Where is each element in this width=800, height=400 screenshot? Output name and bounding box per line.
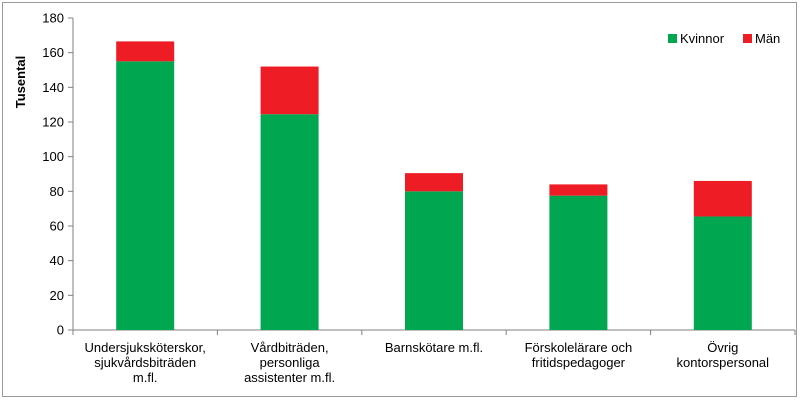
category-label-3: Barnskötare m.fl. <box>385 340 483 355</box>
category-label-4: Förskolelärare och fritidspedagoger <box>525 340 633 370</box>
bar-man-3 <box>405 173 463 192</box>
y-tick-label: 60 <box>50 219 64 234</box>
y-tick-label: 20 <box>50 288 64 303</box>
bar-kvinnor-4 <box>549 195 608 330</box>
legend: Kvinnor Män <box>668 31 780 46</box>
x-ticks <box>72 330 796 335</box>
y-tick-label: 40 <box>50 253 64 268</box>
bar-kvinnor-2 <box>260 114 319 330</box>
y-axis-title: Tusental <box>13 56 28 109</box>
bar-kvinnor-3 <box>405 191 463 330</box>
category-label-5: Övrig kontorspersonal <box>677 340 770 370</box>
legend-label-kvinnor: Kvinnor <box>680 31 725 46</box>
y-tick-label: 180 <box>42 11 64 26</box>
bar-kvinnor-5 <box>693 216 752 330</box>
category-label-2: Vårdbiträden, personliga assistenter m.fl. <box>244 340 335 385</box>
legend-swatch-kvinnor <box>668 34 677 43</box>
legend-swatch-man <box>743 34 752 43</box>
bar-man-5 <box>693 180 752 217</box>
category-label-1: Undersjuksköterskor, sjukvårdsbiträden m.f… <box>85 340 206 385</box>
axes: 0 20 40 60 80 100 120 140 160 180 <box>42 11 796 338</box>
y-tick-label: 140 <box>42 80 64 95</box>
y-ticks: 0 20 40 60 80 100 120 140 160 180 <box>42 11 73 338</box>
bar-man-1 <box>116 41 175 62</box>
y-tick-label: 100 <box>42 149 64 164</box>
y-tick-label: 120 <box>42 115 64 130</box>
bar-man-4 <box>549 184 608 196</box>
category-labels: Undersjuksköterskor, sjukvårdsbiträden m.f… <box>85 340 770 385</box>
bars <box>116 41 752 330</box>
y-tick-label: 160 <box>42 45 64 60</box>
y-tick-label: 0 <box>57 323 64 338</box>
y-tick-label: 80 <box>50 184 64 199</box>
bar-kvinnor-1 <box>116 61 175 330</box>
legend-label-man: Män <box>755 31 780 46</box>
bar-man-2 <box>260 66 319 115</box>
